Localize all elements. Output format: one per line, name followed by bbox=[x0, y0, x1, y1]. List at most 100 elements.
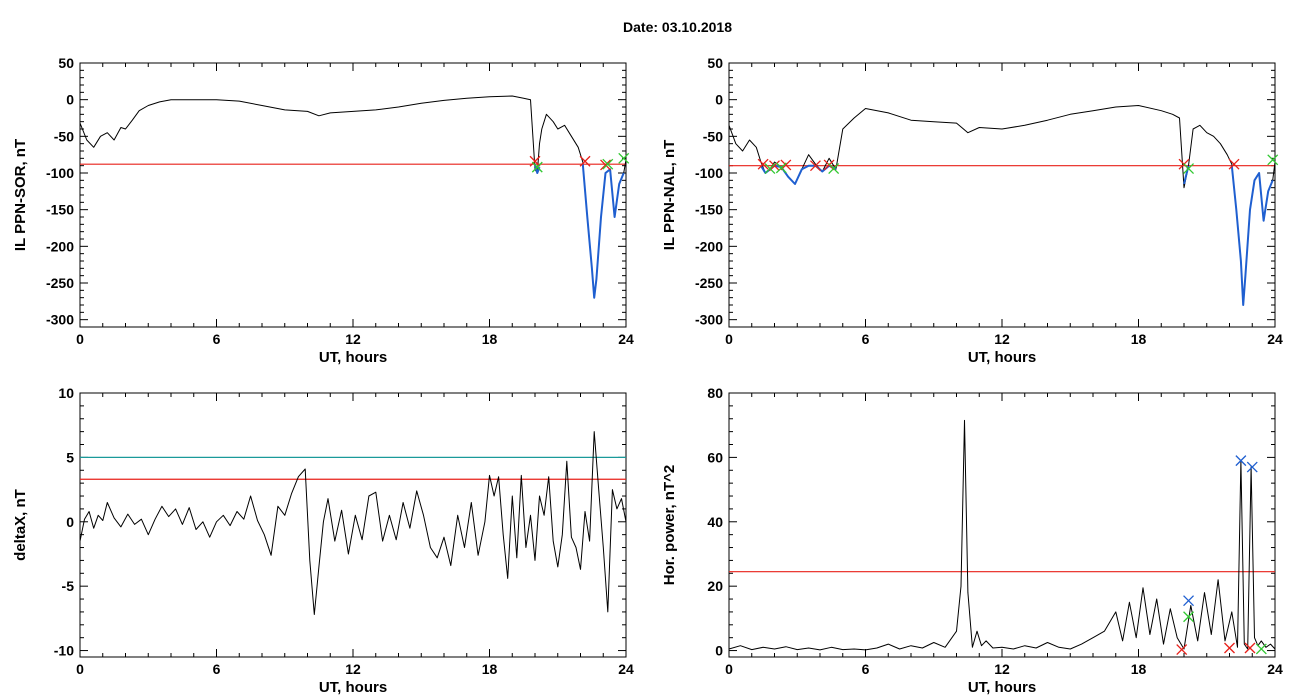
cross-marker-stroke bbox=[531, 161, 543, 173]
y-tick-label: -150 bbox=[695, 202, 723, 218]
cross-marker bbox=[602, 158, 614, 170]
y-tick-label: 0 bbox=[66, 92, 74, 108]
series-line bbox=[728, 105, 1276, 306]
y-tick-label: 40 bbox=[707, 514, 723, 530]
x-axis-label: UT, hours bbox=[319, 679, 387, 696]
figure-title: Date: 03.10.2018 bbox=[623, 19, 732, 35]
x-tick-label: 6 bbox=[862, 331, 870, 347]
x-tick-label: 6 bbox=[213, 331, 221, 347]
cross-marker bbox=[579, 155, 591, 167]
plot-frame bbox=[79, 62, 627, 328]
x-tick-label: 18 bbox=[482, 661, 498, 677]
y-tick-label: -50 bbox=[54, 128, 74, 144]
cross-marker bbox=[1183, 163, 1195, 175]
y-tick-label: 0 bbox=[66, 514, 74, 530]
y-tick-label: 20 bbox=[707, 578, 723, 594]
y-tick-label: 0 bbox=[715, 92, 723, 108]
x-tick-label: 24 bbox=[618, 331, 634, 347]
x-tick-label: 18 bbox=[1131, 331, 1147, 347]
x-tick-label: 6 bbox=[213, 661, 221, 677]
cross-marker bbox=[1183, 611, 1195, 623]
cross-marker-stroke bbox=[809, 160, 821, 172]
y-tick-label: 80 bbox=[707, 385, 723, 401]
chart-sor-panel: 0 6 12 18 24 UT, hours 50 0 -50 -100 -150 -200 -250 -… bbox=[12, 55, 634, 366]
cross-marker bbox=[1228, 158, 1240, 170]
cross-marker-stroke bbox=[828, 163, 840, 175]
plot-frame bbox=[728, 62, 1276, 328]
chart-nal-panel: 0 6 12 18 24 UT, hours 50 0 -50 -100 -150 -200 -250 -… bbox=[661, 55, 1283, 366]
cross-marker bbox=[757, 158, 769, 170]
x-tick-label: 24 bbox=[618, 661, 634, 677]
cross-marker-stroke bbox=[618, 152, 630, 164]
cross-marker bbox=[1224, 642, 1235, 654]
cross-marker bbox=[529, 155, 541, 167]
cross-marker bbox=[1244, 642, 1256, 654]
y-axis-label: IL PPN-NAL, nT bbox=[661, 140, 678, 251]
series-line bbox=[79, 431, 627, 615]
cross-marker-stroke bbox=[1246, 461, 1258, 473]
cross-marker bbox=[531, 161, 543, 173]
cross-marker-stroke bbox=[579, 155, 591, 167]
cross-marker bbox=[1235, 455, 1247, 467]
x-tick-label: 12 bbox=[994, 331, 1010, 347]
y-tick-label: -100 bbox=[46, 165, 74, 181]
cross-marker bbox=[764, 163, 776, 175]
chart-deltax-panel: 0 6 12 18 24 UT, hours 10 5 0 -5 -10 deltaX, nT bbox=[12, 385, 634, 696]
y-tick-label: -10 bbox=[54, 643, 74, 659]
y-axis-label: deltaX, nT bbox=[12, 489, 29, 561]
y-axis-label: Hor. power, nT^2 bbox=[661, 465, 678, 585]
x-tick-label: 0 bbox=[76, 661, 84, 677]
x-tick-label: 12 bbox=[994, 661, 1010, 677]
cross-marker-stroke bbox=[1244, 642, 1256, 654]
cross-marker-stroke bbox=[757, 158, 769, 170]
x-tick-label: 6 bbox=[862, 661, 870, 677]
cross-marker-stroke bbox=[1267, 154, 1279, 166]
x-tick-label: 0 bbox=[76, 331, 84, 347]
y-axis-label: IL PPN-SOR, nT bbox=[12, 139, 29, 251]
cross-marker-stroke bbox=[764, 163, 776, 175]
cross-marker-stroke bbox=[1228, 158, 1240, 170]
cross-marker bbox=[1183, 595, 1195, 607]
x-tick-label: 18 bbox=[1131, 661, 1147, 677]
cross-marker bbox=[1267, 154, 1279, 166]
cross-marker bbox=[828, 163, 840, 175]
y-tick-label: -5 bbox=[62, 578, 75, 594]
cross-marker bbox=[775, 162, 787, 174]
cross-marker bbox=[618, 152, 630, 164]
y-tick-label: -50 bbox=[703, 128, 723, 144]
cross-marker-stroke bbox=[1183, 595, 1195, 607]
cross-marker-stroke bbox=[600, 159, 611, 171]
x-tick-label: 24 bbox=[1267, 331, 1283, 347]
cross-marker-stroke bbox=[1183, 163, 1195, 175]
cross-marker bbox=[600, 159, 611, 171]
cross-marker-stroke bbox=[1235, 455, 1247, 467]
cross-marker bbox=[1246, 461, 1258, 473]
x-tick-label: 0 bbox=[725, 661, 733, 677]
cross-marker-stroke bbox=[1176, 644, 1188, 656]
y-tick-label: -300 bbox=[46, 312, 74, 328]
y-tick-label: -250 bbox=[695, 275, 723, 291]
x-tick-label: 12 bbox=[345, 331, 361, 347]
y-tick-label: -250 bbox=[46, 275, 74, 291]
series-line bbox=[79, 95, 627, 299]
cross-marker-stroke bbox=[529, 155, 541, 167]
x-tick-label: 0 bbox=[725, 331, 733, 347]
x-axis-label: UT, hours bbox=[968, 679, 1036, 696]
x-tick-label: 18 bbox=[482, 331, 498, 347]
y-tick-label: 10 bbox=[58, 385, 74, 401]
y-tick-label: -200 bbox=[46, 238, 74, 254]
cross-marker-stroke bbox=[602, 158, 614, 170]
series-line bbox=[728, 419, 1276, 651]
y-tick-label: -150 bbox=[46, 202, 74, 218]
y-tick-label: -300 bbox=[695, 312, 723, 328]
y-tick-label: 0 bbox=[715, 643, 723, 659]
chart-power-panel: 0 6 12 18 24 UT, hours 80 60 40 20 0 Hor. power, nT… bbox=[661, 385, 1283, 696]
highlight-segment bbox=[581, 164, 625, 299]
x-tick-label: 24 bbox=[1267, 661, 1283, 677]
y-tick-label: -200 bbox=[695, 238, 723, 254]
y-tick-label: 50 bbox=[58, 55, 74, 71]
x-axis-label: UT, hours bbox=[968, 349, 1036, 366]
cross-marker-stroke bbox=[1255, 643, 1267, 655]
cross-marker bbox=[1255, 643, 1267, 655]
